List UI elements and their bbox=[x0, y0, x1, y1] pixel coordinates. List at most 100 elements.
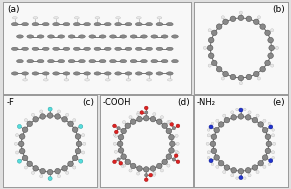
Circle shape bbox=[42, 72, 49, 75]
Circle shape bbox=[203, 46, 206, 50]
Circle shape bbox=[169, 148, 174, 153]
Circle shape bbox=[224, 165, 230, 170]
Circle shape bbox=[262, 127, 268, 133]
Circle shape bbox=[130, 163, 136, 169]
Circle shape bbox=[47, 35, 54, 38]
Circle shape bbox=[117, 158, 120, 161]
Circle shape bbox=[169, 120, 171, 122]
Circle shape bbox=[22, 155, 28, 161]
Circle shape bbox=[207, 134, 210, 137]
Circle shape bbox=[238, 114, 244, 119]
Circle shape bbox=[216, 24, 222, 29]
Circle shape bbox=[24, 166, 27, 169]
Text: (d): (d) bbox=[177, 98, 190, 107]
Circle shape bbox=[161, 35, 168, 38]
Circle shape bbox=[244, 108, 246, 111]
Circle shape bbox=[248, 174, 251, 177]
Text: (c): (c) bbox=[82, 98, 94, 107]
Circle shape bbox=[231, 111, 234, 114]
Circle shape bbox=[263, 165, 266, 168]
Circle shape bbox=[136, 172, 140, 175]
Circle shape bbox=[212, 60, 217, 66]
Circle shape bbox=[275, 46, 278, 50]
Circle shape bbox=[27, 121, 33, 127]
Circle shape bbox=[33, 117, 38, 122]
Circle shape bbox=[89, 60, 96, 63]
Circle shape bbox=[22, 47, 29, 50]
Circle shape bbox=[75, 134, 81, 139]
Circle shape bbox=[31, 171, 35, 174]
Circle shape bbox=[17, 60, 23, 63]
Circle shape bbox=[151, 35, 158, 38]
Circle shape bbox=[257, 77, 260, 80]
Circle shape bbox=[248, 111, 251, 114]
Circle shape bbox=[212, 30, 217, 36]
Circle shape bbox=[266, 141, 272, 146]
Circle shape bbox=[81, 151, 85, 154]
Circle shape bbox=[269, 125, 273, 129]
Circle shape bbox=[104, 47, 111, 50]
Circle shape bbox=[176, 124, 180, 128]
Circle shape bbox=[231, 115, 237, 120]
Circle shape bbox=[73, 22, 80, 26]
Circle shape bbox=[166, 154, 172, 159]
Circle shape bbox=[121, 165, 124, 167]
Circle shape bbox=[176, 142, 179, 145]
Circle shape bbox=[58, 60, 65, 63]
Circle shape bbox=[129, 169, 132, 172]
Circle shape bbox=[207, 156, 210, 159]
Circle shape bbox=[31, 113, 35, 116]
Circle shape bbox=[221, 77, 224, 80]
Circle shape bbox=[48, 177, 52, 180]
Circle shape bbox=[40, 114, 45, 119]
Circle shape bbox=[271, 29, 274, 32]
Circle shape bbox=[84, 22, 91, 26]
Circle shape bbox=[118, 148, 124, 153]
Circle shape bbox=[145, 174, 148, 177]
Circle shape bbox=[117, 126, 120, 130]
Circle shape bbox=[114, 134, 118, 137]
Circle shape bbox=[55, 168, 60, 174]
Circle shape bbox=[265, 134, 271, 139]
Circle shape bbox=[47, 60, 54, 63]
Circle shape bbox=[175, 150, 178, 153]
Circle shape bbox=[211, 134, 217, 139]
Circle shape bbox=[64, 79, 69, 81]
Circle shape bbox=[252, 117, 258, 123]
Circle shape bbox=[209, 125, 213, 129]
Circle shape bbox=[265, 60, 270, 66]
Circle shape bbox=[170, 141, 175, 146]
Circle shape bbox=[130, 119, 136, 124]
Circle shape bbox=[153, 174, 155, 176]
Circle shape bbox=[157, 17, 162, 19]
Circle shape bbox=[272, 151, 275, 154]
Circle shape bbox=[147, 79, 152, 81]
Circle shape bbox=[74, 17, 79, 19]
Circle shape bbox=[268, 122, 271, 125]
Text: (a): (a) bbox=[7, 5, 20, 14]
Circle shape bbox=[27, 60, 34, 63]
Circle shape bbox=[260, 67, 265, 72]
Circle shape bbox=[123, 164, 126, 167]
Circle shape bbox=[272, 129, 274, 131]
Circle shape bbox=[27, 35, 34, 38]
Circle shape bbox=[81, 134, 85, 137]
Circle shape bbox=[66, 113, 69, 116]
Circle shape bbox=[214, 127, 219, 133]
Circle shape bbox=[104, 72, 111, 75]
Circle shape bbox=[99, 35, 106, 38]
Circle shape bbox=[268, 163, 271, 166]
Text: -F: -F bbox=[6, 98, 14, 107]
Circle shape bbox=[15, 151, 19, 154]
Circle shape bbox=[32, 72, 39, 75]
Circle shape bbox=[94, 72, 101, 75]
Circle shape bbox=[208, 64, 211, 67]
Circle shape bbox=[37, 60, 44, 63]
Circle shape bbox=[47, 113, 53, 118]
Circle shape bbox=[269, 159, 273, 163]
Text: -COOH: -COOH bbox=[102, 98, 131, 107]
Circle shape bbox=[105, 79, 110, 81]
Circle shape bbox=[40, 168, 45, 174]
Circle shape bbox=[113, 160, 116, 164]
Circle shape bbox=[272, 134, 275, 137]
